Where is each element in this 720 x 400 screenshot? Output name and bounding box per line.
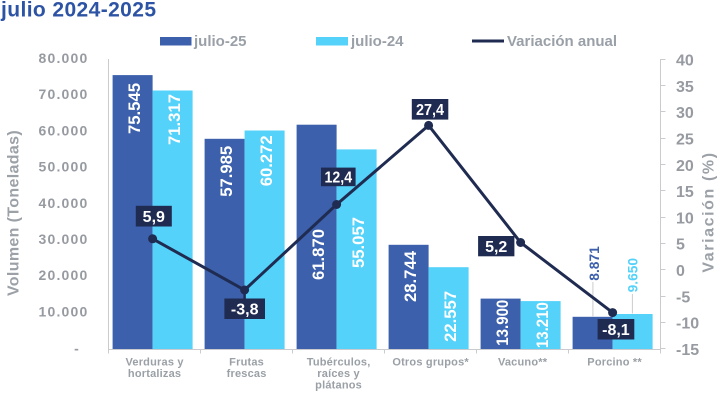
svg-text:Porcino **: Porcino ** <box>587 357 642 369</box>
svg-text:Volumen (Toneladas): Volumen (Toneladas) <box>6 130 23 296</box>
svg-text:55.057: 55.057 <box>349 217 368 268</box>
svg-text:27,4: 27,4 <box>416 102 444 119</box>
svg-text:13.900: 13.900 <box>493 300 512 346</box>
svg-text:hortalizas: hortalizas <box>128 368 181 380</box>
svg-text:25: 25 <box>676 132 694 149</box>
svg-text:40: 40 <box>676 53 694 70</box>
svg-text:5,2: 5,2 <box>485 239 507 256</box>
svg-text:0: 0 <box>676 263 685 280</box>
svg-text:Otros grupos*: Otros grupos* <box>392 357 469 369</box>
svg-text:Vacuno**: Vacuno** <box>498 357 548 369</box>
svg-text:-3,8: -3,8 <box>231 302 259 319</box>
svg-text:Tubérculos,: Tubérculos, <box>307 357 371 369</box>
svg-text:60.000: 60.000 <box>38 122 88 138</box>
svg-text:Frutas: Frutas <box>229 357 264 369</box>
svg-text:5: 5 <box>676 237 685 254</box>
svg-text:julio 2024-2025: julio 2024-2025 <box>0 0 156 22</box>
svg-text:20.000: 20.000 <box>38 267 88 283</box>
svg-text:julio-25: julio-25 <box>193 33 247 50</box>
svg-text:15: 15 <box>676 184 694 201</box>
svg-text:raíces y: raíces y <box>317 368 360 380</box>
svg-text:-10: -10 <box>676 316 699 333</box>
svg-text:12,4: 12,4 <box>325 170 353 187</box>
svg-text:13.210: 13.210 <box>533 302 552 348</box>
svg-text:Variación anual: Variación anual <box>507 33 617 50</box>
svg-text:40.000: 40.000 <box>38 195 88 211</box>
svg-text:20: 20 <box>676 158 694 175</box>
svg-text:35: 35 <box>676 79 694 96</box>
svg-text:Verduras y: Verduras y <box>125 357 184 369</box>
svg-text:5,9: 5,9 <box>143 209 165 226</box>
svg-text:julio-24: julio-24 <box>350 33 404 50</box>
svg-text:-15: -15 <box>676 342 699 359</box>
svg-text:61.870: 61.870 <box>309 229 328 280</box>
svg-text:22.557: 22.557 <box>441 291 460 342</box>
svg-text:-5: -5 <box>676 289 690 306</box>
svg-text:28.744: 28.744 <box>401 250 420 302</box>
svg-text:Variación (%): Variación (%) <box>701 151 718 272</box>
svg-text:frescas: frescas <box>227 368 267 380</box>
svg-text:50.000: 50.000 <box>38 159 88 175</box>
svg-text:70.000: 70.000 <box>38 86 88 102</box>
svg-text:9.650: 9.650 <box>624 258 640 293</box>
svg-text:-8,1: -8,1 <box>602 322 630 339</box>
svg-text:plátanos: plátanos <box>315 380 362 392</box>
svg-text:71.317: 71.317 <box>165 94 184 145</box>
svg-text:60.272: 60.272 <box>257 135 276 186</box>
svg-text:10.000: 10.000 <box>38 303 88 319</box>
svg-text:30: 30 <box>676 105 694 122</box>
svg-text:10: 10 <box>676 210 694 227</box>
svg-text:8.871: 8.871 <box>586 246 602 281</box>
svg-text:-: - <box>74 341 80 357</box>
svg-text:75.545: 75.545 <box>125 83 144 134</box>
svg-text:57.985: 57.985 <box>217 146 236 197</box>
svg-text:30.000: 30.000 <box>38 231 88 247</box>
svg-text:80.000: 80.000 <box>38 50 88 66</box>
